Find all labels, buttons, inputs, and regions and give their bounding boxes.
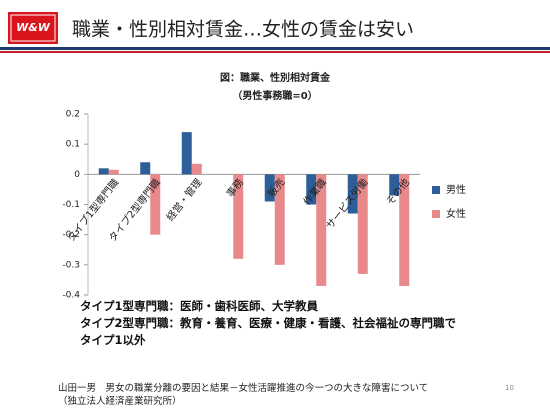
bar — [399, 174, 410, 286]
bar — [191, 163, 202, 175]
y-tick-label: -0.3 — [62, 260, 80, 270]
legend-swatch — [432, 210, 440, 218]
note: タイプ1型専門職：医師・歯科医師、大学教員 — [80, 299, 318, 313]
logo-frame — [10, 14, 56, 42]
bar — [306, 174, 317, 205]
bar — [316, 174, 327, 286]
legend-swatch — [432, 186, 440, 194]
logo-box — [8, 12, 58, 44]
chart-title: 図：職業、性別相対賃金 — [220, 71, 331, 84]
bar — [98, 168, 109, 175]
source: 山田一男 男女の職業分離の要因と結果－女性活躍推進の今一つの大きな障害について — [58, 383, 429, 394]
note: タイプ2型専門職：教育・養育、医療・健康・看護、社会福祉の専門職でタイプ1以外 — [80, 316, 456, 347]
y-tick-label: 0.2 — [66, 110, 80, 120]
bar — [389, 174, 400, 196]
bar — [347, 174, 358, 214]
y-tick-label: 0 — [74, 170, 80, 180]
page-number: 10 — [505, 384, 514, 392]
rule-blue — [0, 47, 550, 50]
bar — [357, 174, 368, 274]
slide-title: 職業・性別相対賃金…女性の賃金は安い — [72, 19, 414, 41]
chart-subtitle: （男性事務職=0） — [232, 89, 317, 102]
x-tick-label: 経営・管理 — [163, 176, 204, 223]
bar — [150, 174, 161, 235]
y-tick-label: -0.4 — [62, 291, 80, 301]
bar — [233, 174, 244, 259]
legend-label: 男性 — [446, 183, 466, 196]
y-tick-label: -0.2 — [62, 230, 80, 240]
bar — [274, 174, 285, 265]
legend-label: 女性 — [446, 207, 466, 220]
bar — [140, 162, 151, 175]
source: （独立法人経済産業研究所） — [58, 396, 182, 407]
bar — [181, 132, 192, 175]
logo: W&W — [16, 21, 51, 34]
bar — [264, 174, 275, 202]
y-tick-label: -0.1 — [62, 200, 80, 210]
y-tick-label: 0.1 — [66, 140, 80, 150]
rule-red — [0, 51, 550, 53]
bar — [108, 169, 119, 175]
